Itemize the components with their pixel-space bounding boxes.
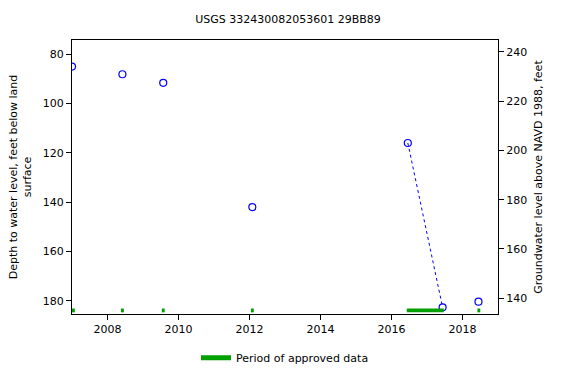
svg-text:2008: 2008 (94, 323, 122, 336)
svg-text:140: 140 (43, 196, 64, 209)
svg-text:100: 100 (43, 97, 64, 110)
svg-text:140: 140 (506, 292, 527, 305)
svg-text:2010: 2010 (165, 323, 193, 336)
svg-text:2012: 2012 (236, 323, 264, 336)
svg-text:Groundwater level above NAVD 1: Groundwater level above NAVD 1988, feet (532, 60, 545, 294)
svg-text:USGS 332430082053601 29BB89: USGS 332430082053601 29BB89 (195, 13, 381, 26)
svg-text:160: 160 (43, 245, 64, 258)
svg-text:180: 180 (43, 295, 64, 308)
svg-text:200: 200 (506, 144, 527, 157)
svg-text:2016: 2016 (378, 323, 406, 336)
svg-text:160: 160 (506, 243, 527, 256)
svg-text:80: 80 (50, 48, 64, 61)
svg-text:Period of approved data: Period of approved data (236, 352, 368, 365)
svg-text:2018: 2018 (449, 323, 477, 336)
svg-text:240: 240 (506, 46, 527, 59)
svg-text:220: 220 (506, 95, 527, 108)
svg-text:Depth to water level, feet bel: Depth to water level, feet below landsur… (7, 75, 34, 280)
svg-text:120: 120 (43, 147, 64, 160)
svg-text:180: 180 (506, 194, 527, 207)
svg-text:2014: 2014 (307, 323, 335, 336)
